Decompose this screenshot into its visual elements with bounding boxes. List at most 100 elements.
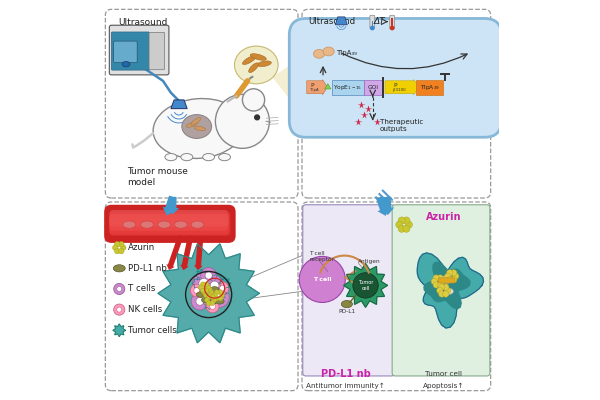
FancyArrow shape xyxy=(380,196,394,215)
Polygon shape xyxy=(214,287,227,300)
Circle shape xyxy=(211,281,219,290)
Circle shape xyxy=(206,285,211,290)
Text: PD-L1 nb: PD-L1 nb xyxy=(128,264,167,273)
Ellipse shape xyxy=(141,221,154,228)
Text: Azurin: Azurin xyxy=(426,212,462,222)
Ellipse shape xyxy=(187,122,197,127)
Circle shape xyxy=(200,268,217,284)
Ellipse shape xyxy=(182,114,212,138)
Ellipse shape xyxy=(323,47,334,56)
FancyBboxPatch shape xyxy=(332,80,364,95)
Ellipse shape xyxy=(165,154,177,161)
Circle shape xyxy=(200,282,205,287)
Circle shape xyxy=(210,301,215,306)
Circle shape xyxy=(396,221,403,228)
Circle shape xyxy=(446,270,453,276)
Circle shape xyxy=(445,273,451,280)
Ellipse shape xyxy=(235,46,278,84)
Circle shape xyxy=(200,288,205,293)
Circle shape xyxy=(433,275,439,281)
Ellipse shape xyxy=(113,265,125,272)
Circle shape xyxy=(445,287,451,294)
Circle shape xyxy=(121,245,126,250)
Circle shape xyxy=(390,26,395,30)
Circle shape xyxy=(220,293,224,298)
Ellipse shape xyxy=(242,56,256,64)
Text: TlpA₃₉: TlpA₃₉ xyxy=(337,50,358,56)
Ellipse shape xyxy=(215,298,224,304)
Circle shape xyxy=(433,282,439,288)
Circle shape xyxy=(242,89,265,111)
Circle shape xyxy=(196,297,204,305)
FancyArrow shape xyxy=(163,196,176,216)
FancyArrow shape xyxy=(307,80,328,95)
Circle shape xyxy=(353,273,378,298)
Text: Tumor mouse
model: Tumor mouse model xyxy=(127,167,188,187)
Text: P: P xyxy=(310,83,314,88)
FancyBboxPatch shape xyxy=(364,80,382,95)
Polygon shape xyxy=(417,253,484,328)
Ellipse shape xyxy=(218,154,230,161)
Circle shape xyxy=(214,296,219,301)
Circle shape xyxy=(206,295,211,299)
Circle shape xyxy=(451,270,457,276)
Text: PD-L1 nb: PD-L1 nb xyxy=(321,368,371,378)
Ellipse shape xyxy=(158,221,170,228)
Ellipse shape xyxy=(191,118,201,125)
Circle shape xyxy=(443,291,449,297)
FancyBboxPatch shape xyxy=(391,18,393,28)
Circle shape xyxy=(214,293,224,302)
Ellipse shape xyxy=(210,286,219,292)
Circle shape xyxy=(199,278,209,288)
Circle shape xyxy=(299,256,345,302)
Circle shape xyxy=(439,291,445,297)
FancyBboxPatch shape xyxy=(390,15,395,29)
Text: Azurin: Azurin xyxy=(128,243,155,252)
Circle shape xyxy=(193,272,215,294)
FancyBboxPatch shape xyxy=(289,18,502,137)
Polygon shape xyxy=(344,264,388,307)
Circle shape xyxy=(194,288,200,294)
Circle shape xyxy=(437,275,443,281)
Circle shape xyxy=(398,217,405,224)
Ellipse shape xyxy=(257,61,271,66)
Polygon shape xyxy=(218,277,231,290)
Circle shape xyxy=(209,287,229,308)
Circle shape xyxy=(255,115,259,120)
Text: Tumor cells: Tumor cells xyxy=(128,326,177,335)
Circle shape xyxy=(212,293,217,298)
Circle shape xyxy=(403,225,410,232)
FancyBboxPatch shape xyxy=(109,218,229,234)
Polygon shape xyxy=(210,273,223,286)
Circle shape xyxy=(218,296,223,301)
Circle shape xyxy=(451,276,457,283)
Circle shape xyxy=(113,245,118,250)
FancyBboxPatch shape xyxy=(114,41,137,62)
Ellipse shape xyxy=(248,63,259,72)
Polygon shape xyxy=(424,262,470,309)
Text: Antigen: Antigen xyxy=(358,259,380,264)
Ellipse shape xyxy=(181,154,193,161)
FancyBboxPatch shape xyxy=(109,210,229,227)
Circle shape xyxy=(210,304,215,309)
Ellipse shape xyxy=(341,300,352,308)
Ellipse shape xyxy=(122,61,130,67)
Circle shape xyxy=(214,290,219,295)
Text: TlpA$_{39}$: TlpA$_{39}$ xyxy=(419,83,439,92)
FancyBboxPatch shape xyxy=(112,32,149,70)
Circle shape xyxy=(431,278,437,285)
Text: GOI: GOI xyxy=(367,85,378,90)
Text: j23100: j23100 xyxy=(392,88,406,92)
Text: P: P xyxy=(393,83,397,88)
Ellipse shape xyxy=(203,154,215,161)
Circle shape xyxy=(215,94,269,148)
FancyBboxPatch shape xyxy=(303,205,395,376)
Text: ΔT: ΔT xyxy=(374,17,385,26)
Ellipse shape xyxy=(441,276,453,284)
FancyArrow shape xyxy=(376,196,389,216)
FancyBboxPatch shape xyxy=(392,205,490,376)
Circle shape xyxy=(191,292,209,310)
Text: NK cells: NK cells xyxy=(128,305,162,314)
Circle shape xyxy=(370,26,374,30)
Polygon shape xyxy=(272,61,297,109)
